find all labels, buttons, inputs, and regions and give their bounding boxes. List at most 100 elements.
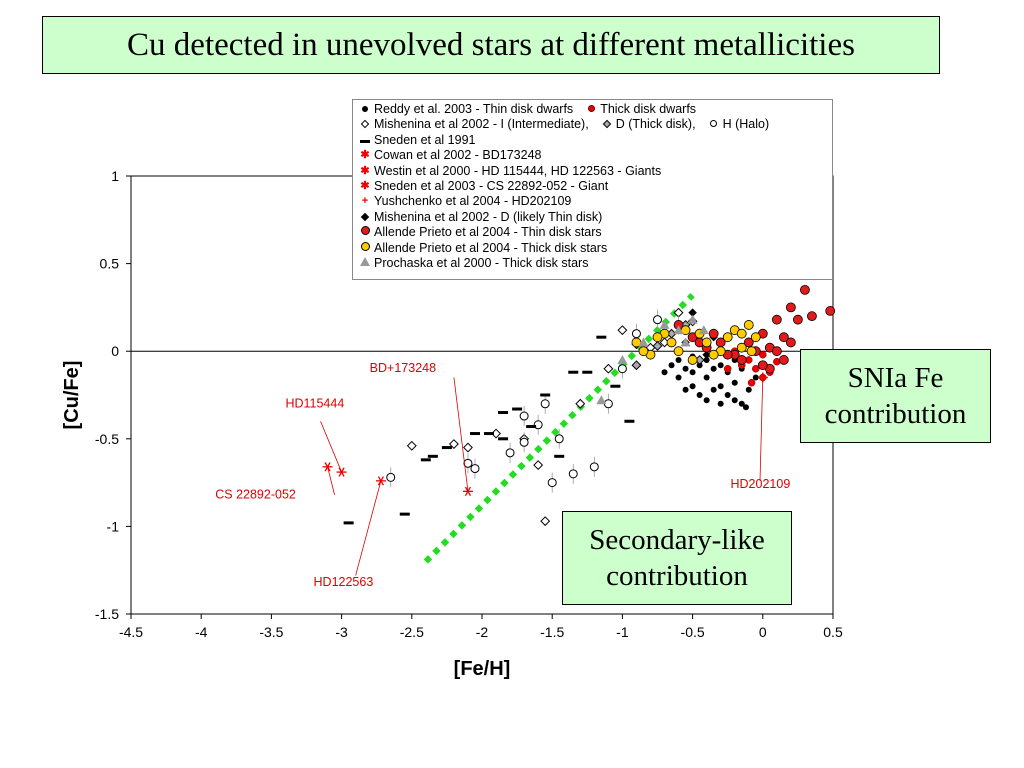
data-point — [778, 355, 789, 365]
data-point — [603, 363, 614, 374]
data-point — [785, 337, 796, 348]
data-point — [540, 516, 551, 527]
annotation-label: BD+173248 — [370, 361, 436, 375]
data-point — [689, 369, 696, 376]
y-axis-label: [Cu/Fe] — [61, 361, 83, 430]
legend-row-cowan: ✱ Cowan et al 2002 - BD173248 — [360, 148, 542, 163]
data-point — [696, 392, 703, 398]
x-axis-label: [Fe/H] — [454, 658, 511, 680]
data-point — [687, 355, 698, 365]
data-point — [689, 383, 696, 390]
y-tick-label: 0.5 — [100, 256, 120, 272]
data-point — [661, 369, 668, 376]
annotation-label: HD115444 — [285, 396, 344, 410]
data-point — [668, 362, 675, 369]
black-diamond-icon — [360, 212, 370, 222]
data-point — [463, 442, 473, 453]
data-point — [533, 414, 543, 435]
leader-line — [355, 480, 382, 576]
data-point — [736, 355, 747, 365]
data-point — [470, 458, 480, 479]
legend-row-mishenina-d: Mishenina et al 2002 - D (likely Thin di… — [359, 210, 826, 225]
data-point — [731, 397, 738, 404]
data-point — [703, 356, 710, 363]
data-point — [752, 364, 760, 373]
data-point — [708, 349, 719, 360]
data-point — [519, 432, 529, 453]
annotation-label: HD202109 — [731, 477, 791, 491]
gray-triangle-icon — [360, 257, 370, 267]
data-point — [540, 393, 550, 414]
data-point — [652, 340, 663, 351]
data-point — [701, 337, 712, 348]
annotation-label: HD122563 — [314, 575, 374, 589]
data-point — [491, 428, 501, 439]
data-point — [673, 325, 684, 335]
legend-row-allende-thick: Allende Prieto et al 2004 - Thick disk s… — [359, 241, 826, 256]
data-point — [703, 374, 710, 381]
data-point — [793, 314, 803, 325]
x-tick-label: -3 — [335, 624, 348, 640]
x-tick-label: -3.5 — [259, 624, 283, 640]
data-point — [463, 453, 473, 474]
data-point — [746, 346, 757, 357]
data-point — [673, 346, 684, 357]
legend-row-sneden-1991: Sneden et al 1991 — [359, 133, 826, 148]
data-point — [645, 342, 656, 353]
data-point — [710, 386, 717, 393]
data-point — [568, 463, 578, 484]
data-point — [652, 332, 663, 343]
data-point — [717, 383, 724, 390]
data-point — [710, 365, 717, 372]
x-tick-label: -2 — [476, 624, 489, 640]
data-point — [723, 364, 732, 373]
open-circle-icon — [710, 120, 718, 128]
x-tick-label: -1.5 — [540, 624, 564, 640]
dash-icon — [360, 139, 370, 143]
x-tick-label: 0 — [759, 624, 767, 640]
data-point — [547, 472, 557, 493]
data-point — [736, 342, 747, 353]
x-tick-label: -2.5 — [400, 624, 424, 640]
data-point — [742, 404, 749, 411]
x-tick-label: -0.5 — [681, 624, 705, 640]
leader-line — [327, 466, 335, 495]
legend-row-westin: ✱ Westin et al 2000 - HD 115444, HD 12256… — [360, 163, 662, 178]
data-point — [757, 360, 768, 371]
red-plus-icon: + — [361, 195, 369, 208]
chart-axes: -4.5 -4 -3.5 -3 -2.5 -2 -1.5 -1 -0.5 0 0.5 -1.5 -1 -0… — [61, 168, 843, 680]
data-point — [533, 460, 544, 471]
legend-row-prochaska: Prochaska et al 2000 - Thick disk stars — [359, 256, 826, 271]
data-point — [724, 392, 731, 398]
x-tick-label: -4 — [195, 624, 208, 640]
secondary-trend-line — [423, 293, 695, 564]
data-point — [717, 362, 724, 369]
legend-row-yushchenko: + Yushchenko et al 2004 - HD202109 — [359, 194, 826, 209]
data-point — [682, 365, 689, 372]
leader-line — [453, 377, 469, 492]
data-point — [743, 320, 754, 330]
data-point — [638, 346, 649, 357]
data-point — [825, 306, 836, 316]
chart-marks: BD+173248 HD115444 CS 22892-052 HD122563 HD2… — [215, 284, 836, 589]
legend-row-reddy: Reddy et al. 2003 - Thin disk dwarfs Thic… — [359, 102, 826, 117]
secondary-note: Secondary-like contribution — [562, 511, 792, 605]
y-tick-label: -0.5 — [95, 431, 119, 447]
data-point — [722, 332, 733, 343]
data-point — [596, 395, 607, 405]
snia-note: SNIa Fe contribution — [800, 349, 991, 443]
data-point — [575, 398, 586, 409]
data-point — [703, 397, 710, 404]
red-circle-icon — [360, 226, 370, 236]
y-tick-label: 1 — [111, 168, 119, 184]
data-point — [743, 337, 754, 348]
y-tick-label: -1.5 — [95, 606, 119, 622]
data-point — [659, 337, 670, 348]
annotation-label: CS 22892-052 — [215, 487, 296, 501]
y-tick-label: -1 — [107, 518, 120, 534]
data-point — [694, 355, 705, 365]
data-point — [785, 302, 796, 313]
yellow-circle-icon — [360, 241, 370, 251]
leader-line — [759, 377, 764, 481]
data-point — [759, 350, 767, 359]
